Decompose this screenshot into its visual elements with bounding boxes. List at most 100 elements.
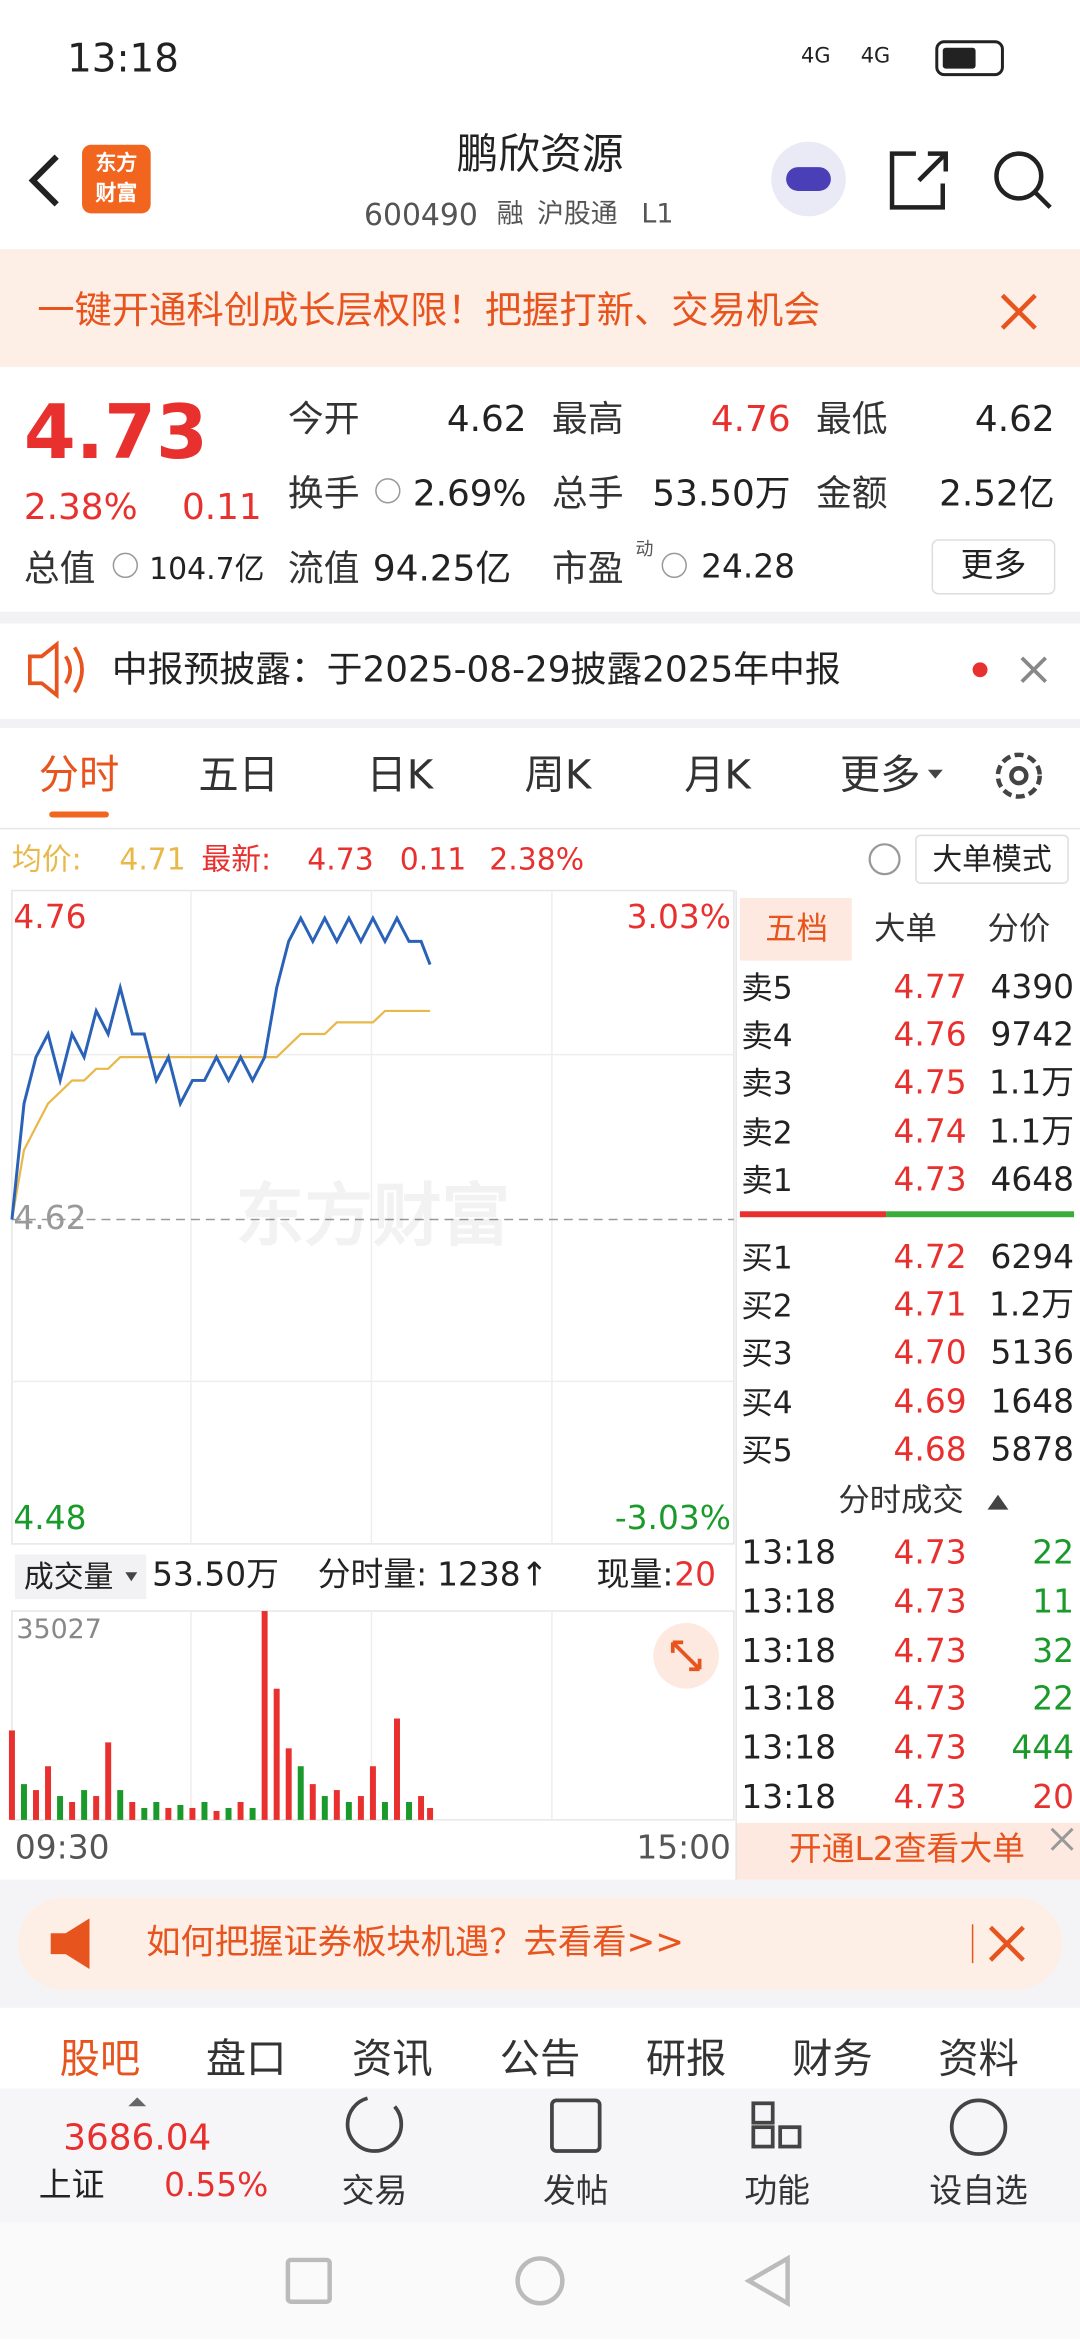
home-button[interactable] (515, 2256, 565, 2306)
expand-icon (670, 1640, 702, 1672)
price: 4.73 (23, 389, 208, 476)
book-volume: 9742 (990, 1017, 1075, 1055)
volume-bar (33, 1790, 39, 1820)
section-tab[interactable]: 资料 (938, 2036, 1019, 2084)
trade-price: 4.73 (893, 1632, 967, 1671)
change: 0.11 (181, 486, 262, 529)
mode-button-bg[interactable] (915, 834, 1069, 884)
volume-bar (57, 1796, 64, 1820)
search-icon[interactable] (994, 151, 1044, 201)
stock-tag: 融 (496, 198, 524, 230)
book-volume: 5878 (990, 1431, 1075, 1470)
book-tab[interactable]: 五档 (765, 910, 828, 947)
help-icon[interactable] (868, 843, 901, 876)
book-volume: 4390 (990, 969, 1075, 1007)
volume-bar (321, 1796, 328, 1820)
chart-tab[interactable]: 日K (366, 752, 434, 799)
book-volume: 1648 (990, 1383, 1075, 1421)
volume-bar (297, 1766, 304, 1820)
info-text: 0.11 (399, 841, 467, 878)
volume-bar (418, 1796, 425, 1820)
battery (935, 40, 1004, 77)
y-tick-label: 4.48 (13, 1500, 87, 1538)
close-l2[interactable] (1050, 1827, 1074, 1851)
trade-volume: 11 (1032, 1583, 1075, 1622)
book-price: 4.73 (893, 1161, 967, 1200)
settings-icon[interactable] (995, 752, 1042, 799)
volume-bar (285, 1748, 292, 1820)
close-notice[interactable] (1020, 656, 1048, 684)
notice-text[interactable]: 中报预披露：于2025-08-29披露2025年中报 (111, 648, 841, 691)
close-banner[interactable] (1000, 293, 1037, 330)
more-button-bg[interactable] (931, 539, 1056, 595)
book-price: 4.68 (893, 1431, 967, 1470)
l2-link[interactable]: 开通L2查看大单 (788, 1831, 1026, 1870)
nav-item[interactable]: 功能 (744, 2173, 811, 2211)
back-icon[interactable] (28, 154, 59, 207)
stat-value: 2.52亿 (939, 472, 1055, 515)
book-tab[interactable]: 大单 (874, 910, 937, 947)
book-label: 卖5 (741, 970, 793, 1007)
feature-icon (751, 2101, 775, 2125)
recent-apps-button[interactable] (285, 2257, 332, 2304)
trade-price: 4.73 (893, 1730, 967, 1768)
section-tab[interactable]: 公告 (499, 2036, 581, 2084)
nav-item[interactable]: 交易 (341, 2173, 408, 2211)
volume-bar (357, 1796, 364, 1820)
chart-tab[interactable]: 月K (684, 752, 751, 799)
x-tick-label: 15:00 (636, 1830, 731, 1868)
book-price: 4.76 (893, 1017, 967, 1055)
index-name: 上证 (38, 2167, 105, 2205)
book-volume: 4648 (990, 1161, 1075, 1200)
back-button[interactable] (744, 2254, 790, 2308)
close-promo[interactable] (988, 1925, 1025, 1962)
network: 4G (801, 44, 831, 69)
stat-value: 53.50万 (652, 472, 791, 515)
volume-bar (406, 1801, 413, 1820)
stat-label: 流值 (287, 547, 360, 590)
info-text: 均价: (11, 841, 82, 878)
volume-bar (105, 1742, 112, 1820)
nav-item[interactable]: 发帖 (542, 2173, 609, 2211)
volume-bar (189, 1807, 196, 1820)
volume-bar (141, 1807, 148, 1820)
stat-label: 总手 (551, 472, 624, 515)
banner-bg (0, 249, 1080, 367)
section-tab[interactable]: 盘口 (205, 2036, 287, 2084)
divider (735, 890, 737, 1880)
volume-bar (93, 1796, 100, 1820)
info-icon (375, 478, 401, 504)
section-tab[interactable]: 财务 (792, 2036, 873, 2084)
volume-bar (249, 1807, 256, 1820)
chart-tab[interactable]: 五日 (198, 752, 279, 799)
chart-tab[interactable]: 分时 (38, 752, 120, 799)
section-tab[interactable]: 股吧 (59, 2036, 141, 2084)
section-tab[interactable]: 研报 (645, 2036, 727, 2084)
book-volume: 1.2万 (989, 1287, 1075, 1325)
dropdown-arrow (927, 769, 943, 779)
book-label: 买1 (741, 1240, 793, 1277)
trade-time: 13:18 (741, 1779, 836, 1817)
volume-label[interactable]: 成交量 (23, 1558, 114, 1595)
promo-text[interactable]: 如何把握证券板块机遇？去看看>> (146, 1923, 685, 1963)
more-button[interactable]: 更多 (960, 547, 1027, 585)
tab-underline (49, 811, 109, 818)
volume-bar (81, 1790, 88, 1820)
book-tab[interactable]: 分价 (987, 910, 1051, 947)
book-label: 买5 (741, 1432, 793, 1469)
mode-button[interactable]: 大单模式 (932, 841, 1052, 878)
chart-tab[interactable]: 周K (524, 752, 592, 799)
volume-selector-bg (14, 1554, 147, 1600)
section-tab[interactable]: 资讯 (352, 2036, 433, 2084)
share-icon[interactable] (889, 151, 948, 210)
trades-title[interactable]: 分时成交 (838, 1482, 964, 1518)
banner-text[interactable]: 一键开通科创成长层权限！把握打新、交易机会 (37, 288, 821, 332)
post-icon (550, 2098, 602, 2153)
index-value[interactable]: 3686.04 (63, 2116, 212, 2159)
nav-item[interactable]: 设自选 (929, 2173, 1028, 2211)
expand-index[interactable] (128, 2097, 147, 2107)
chart-tab[interactable]: 更多 (839, 752, 921, 799)
volume-bar (225, 1807, 232, 1820)
promo-bg (17, 1897, 1063, 1990)
